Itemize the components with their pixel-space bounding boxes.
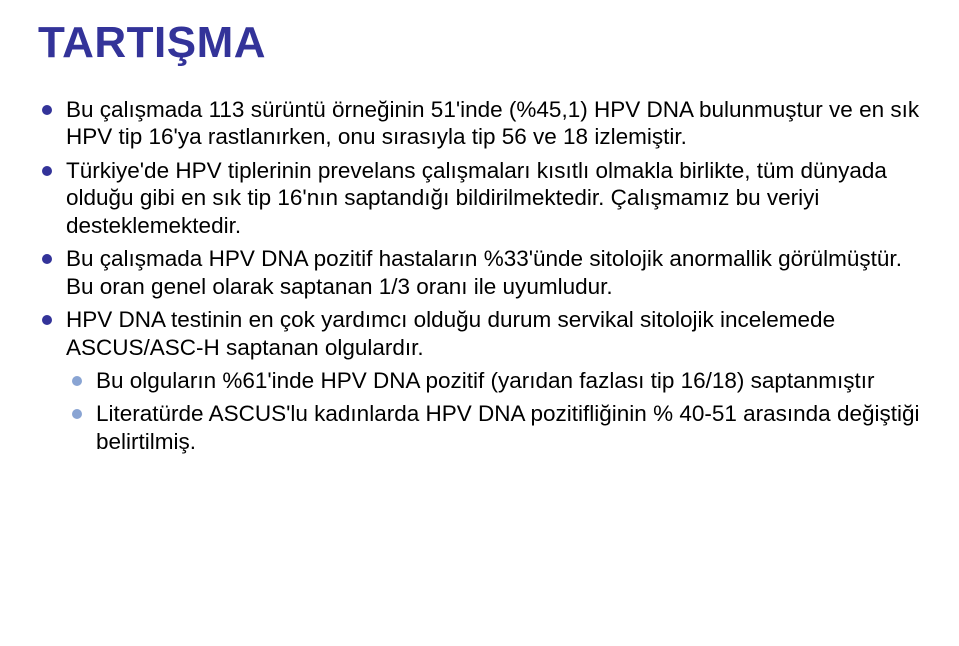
bullet-text: HPV DNA testinin en çok yardımcı olduğu …	[66, 307, 835, 359]
bullet-item: Türkiye'de HPV tiplerinin prevelans çalı…	[38, 157, 921, 239]
bullet-item: Bu çalışmada 113 sürüntü örneğinin 51'in…	[38, 96, 921, 151]
sub-bullet-item: Bu olguların %61'inde HPV DNA pozitif (y…	[66, 367, 921, 394]
sub-bullet-list: Bu olguların %61'inde HPV DNA pozitif (y…	[66, 367, 921, 455]
bullet-item-with-sub: HPV DNA testinin en çok yardımcı olduğu …	[38, 306, 921, 455]
bullet-item: Bu çalışmada HPV DNA pozitif hastaların …	[38, 245, 921, 300]
slide-title: TARTIŞMA	[38, 18, 921, 68]
slide-container: TARTIŞMA Bu çalışmada 113 sürüntü örneği…	[0, 0, 959, 646]
sub-bullet-item: Literatürde ASCUS'lu kadınlarda HPV DNA …	[66, 400, 921, 455]
bullet-list: Bu çalışmada 113 sürüntü örneğinin 51'in…	[38, 96, 921, 455]
